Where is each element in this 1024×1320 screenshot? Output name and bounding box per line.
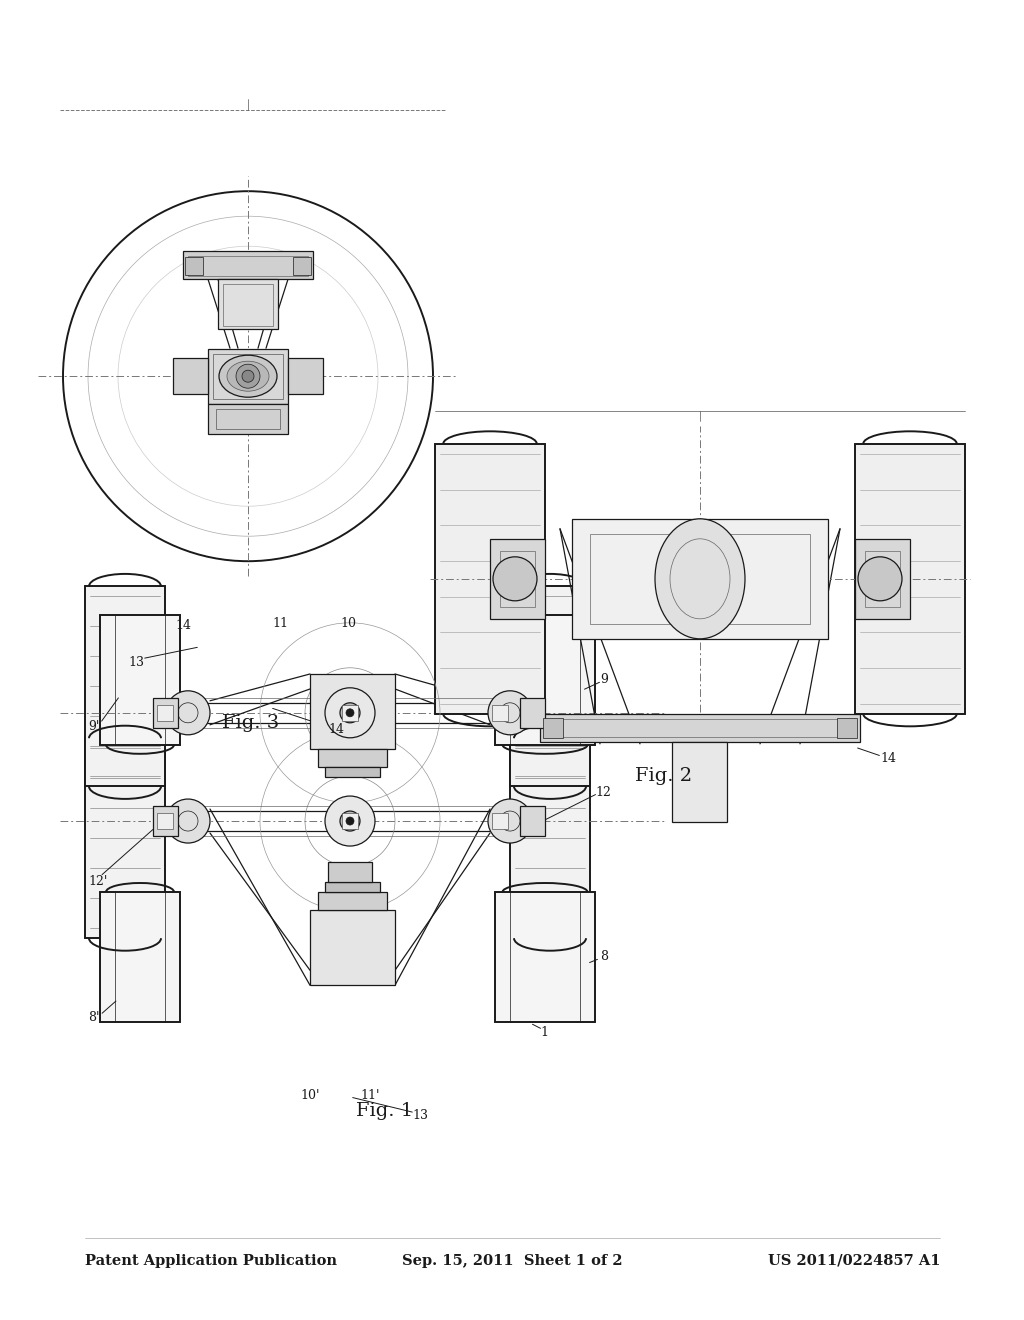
Bar bbox=[552, 719, 848, 737]
Bar bbox=[85, 586, 165, 787]
Ellipse shape bbox=[655, 519, 745, 639]
Text: 14: 14 bbox=[328, 723, 344, 737]
Ellipse shape bbox=[219, 355, 278, 397]
Circle shape bbox=[346, 817, 354, 825]
Circle shape bbox=[242, 370, 254, 383]
Text: 12': 12' bbox=[88, 875, 108, 888]
Text: 13: 13 bbox=[412, 1109, 428, 1122]
Bar bbox=[213, 354, 283, 399]
Bar bbox=[510, 738, 590, 939]
Bar bbox=[318, 748, 387, 767]
Bar bbox=[153, 698, 178, 727]
Text: 9': 9' bbox=[88, 719, 99, 733]
Bar bbox=[288, 358, 323, 395]
Circle shape bbox=[488, 799, 532, 843]
Bar bbox=[157, 813, 173, 829]
Bar bbox=[310, 911, 395, 985]
Text: 10: 10 bbox=[340, 616, 356, 630]
Text: US 2011/0224857 A1: US 2011/0224857 A1 bbox=[768, 1254, 940, 1267]
Text: 12: 12 bbox=[595, 785, 611, 799]
Bar bbox=[342, 813, 358, 829]
Bar bbox=[342, 705, 358, 721]
Ellipse shape bbox=[227, 362, 269, 391]
Circle shape bbox=[236, 364, 260, 388]
Circle shape bbox=[858, 557, 902, 601]
Text: Fig. 1: Fig. 1 bbox=[356, 1102, 414, 1121]
Bar bbox=[223, 284, 273, 326]
Circle shape bbox=[166, 690, 210, 735]
Text: 9: 9 bbox=[600, 673, 608, 686]
Bar bbox=[520, 698, 545, 727]
Circle shape bbox=[340, 702, 360, 723]
Bar bbox=[492, 705, 508, 721]
Bar bbox=[183, 251, 313, 280]
Bar bbox=[435, 444, 545, 714]
Text: 14: 14 bbox=[175, 619, 191, 632]
Text: Sep. 15, 2011  Sheet 1 of 2: Sep. 15, 2011 Sheet 1 of 2 bbox=[401, 1254, 623, 1267]
Bar bbox=[318, 892, 387, 911]
Bar bbox=[157, 705, 173, 721]
Bar bbox=[492, 813, 508, 829]
Bar bbox=[495, 892, 595, 1022]
Circle shape bbox=[488, 690, 532, 735]
Bar bbox=[188, 256, 308, 276]
Bar bbox=[520, 807, 545, 836]
Bar bbox=[500, 550, 535, 607]
Text: Patent Application Publication: Patent Application Publication bbox=[85, 1254, 337, 1267]
Bar bbox=[100, 615, 180, 744]
Bar bbox=[495, 615, 595, 744]
Bar bbox=[165, 698, 510, 727]
Bar bbox=[855, 539, 910, 619]
Text: 10': 10' bbox=[300, 1089, 319, 1102]
Bar bbox=[310, 675, 395, 748]
Circle shape bbox=[325, 796, 375, 846]
Bar bbox=[85, 738, 165, 939]
Text: 8: 8 bbox=[600, 950, 608, 964]
Circle shape bbox=[346, 709, 354, 717]
Bar bbox=[540, 714, 860, 742]
Bar bbox=[293, 257, 311, 275]
Bar bbox=[672, 742, 727, 822]
Bar bbox=[837, 718, 857, 738]
Bar bbox=[590, 533, 810, 624]
Bar bbox=[208, 404, 288, 434]
Bar bbox=[216, 409, 280, 429]
Bar bbox=[572, 519, 828, 639]
Text: 11: 11 bbox=[272, 616, 288, 630]
Circle shape bbox=[166, 799, 210, 843]
Bar bbox=[325, 882, 380, 892]
Bar bbox=[510, 586, 590, 787]
Text: 8': 8' bbox=[88, 1011, 99, 1024]
Circle shape bbox=[340, 810, 360, 832]
Text: 11': 11' bbox=[360, 1089, 380, 1102]
Bar bbox=[328, 862, 372, 882]
Bar bbox=[865, 550, 900, 607]
Bar bbox=[165, 807, 510, 836]
Bar bbox=[100, 892, 180, 1022]
Bar bbox=[855, 444, 965, 714]
Circle shape bbox=[325, 688, 375, 738]
Bar bbox=[173, 358, 208, 395]
Bar bbox=[218, 280, 278, 329]
Text: Fig. 2: Fig. 2 bbox=[635, 767, 692, 785]
Bar bbox=[208, 348, 288, 404]
Text: Fig. 3: Fig. 3 bbox=[222, 714, 280, 733]
Bar bbox=[543, 718, 563, 738]
Text: 13: 13 bbox=[128, 656, 144, 669]
Bar bbox=[185, 257, 203, 275]
Bar bbox=[490, 539, 545, 619]
Circle shape bbox=[493, 557, 537, 601]
Text: 1: 1 bbox=[540, 1026, 548, 1039]
Text: 14: 14 bbox=[880, 752, 896, 766]
Bar bbox=[325, 767, 380, 777]
Bar bbox=[153, 807, 178, 836]
